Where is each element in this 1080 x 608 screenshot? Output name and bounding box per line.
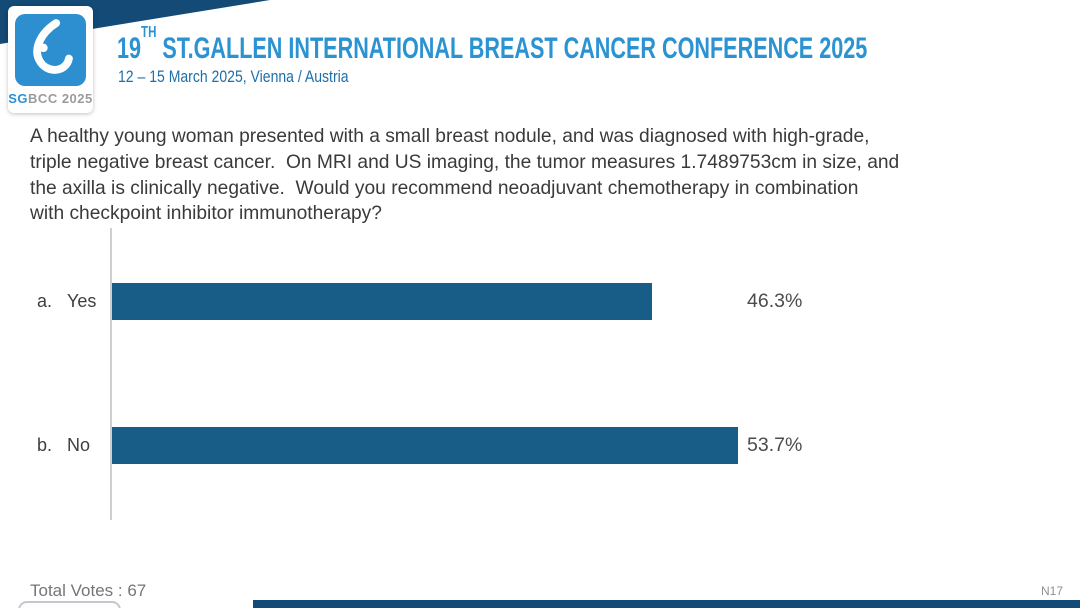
result-row-yes: a. Yes 46.3% <box>0 283 1080 320</box>
question-line: with checkpoint inhibitor immunotherapy? <box>30 203 382 225</box>
result-row-no: b. No 53.7% <box>0 427 1080 464</box>
total-votes-label: Total Votes : 67 <box>30 581 147 600</box>
logo-sg-text: SG <box>8 91 29 106</box>
logo-wordmark: SGBCC 2025 <box>8 91 93 106</box>
clipped-footer-button[interactable] <box>18 601 121 608</box>
result-bar-no <box>112 427 739 464</box>
percent-label-yes: 46.3% <box>747 290 803 312</box>
option-label-no: No <box>67 435 91 455</box>
title-rest: ST.GALLEN INTERNATIONAL BREAST CANCER CO… <box>156 32 868 65</box>
question-line: A healthy young woman presented with a s… <box>30 126 870 147</box>
conference-title: 19TH ST.GALLEN INTERNATIONAL BREAST CANC… <box>117 24 868 66</box>
sgbcc-logo: SGBCC 2025 <box>8 6 93 113</box>
question-line: the axilla is clinically negative. Would… <box>30 177 859 199</box>
question-line: triple negative breast cancer. On MRI an… <box>30 151 900 173</box>
title-ordinal: TH <box>141 24 157 41</box>
option-label-yes: Yes <box>67 291 97 311</box>
option-letter-a: a. <box>37 291 53 311</box>
bottom-navy-bar <box>253 600 1080 608</box>
question-text: A healthy young woman presented with a s… <box>30 124 1040 227</box>
chart-axis-line <box>110 228 112 520</box>
logo-rest-text: BCC 2025 <box>28 91 93 106</box>
conference-subtitle: 12 – 15 March 2025, Vienna / Austria <box>118 68 349 86</box>
title-prefix: 19 <box>117 32 142 65</box>
option-letter-b: b. <box>37 435 53 455</box>
percent-label-no: 53.7% <box>747 434 803 456</box>
slide-number: N17 <box>1041 584 1064 598</box>
breast-logo-icon <box>15 14 86 86</box>
result-bar-yes <box>112 283 652 320</box>
